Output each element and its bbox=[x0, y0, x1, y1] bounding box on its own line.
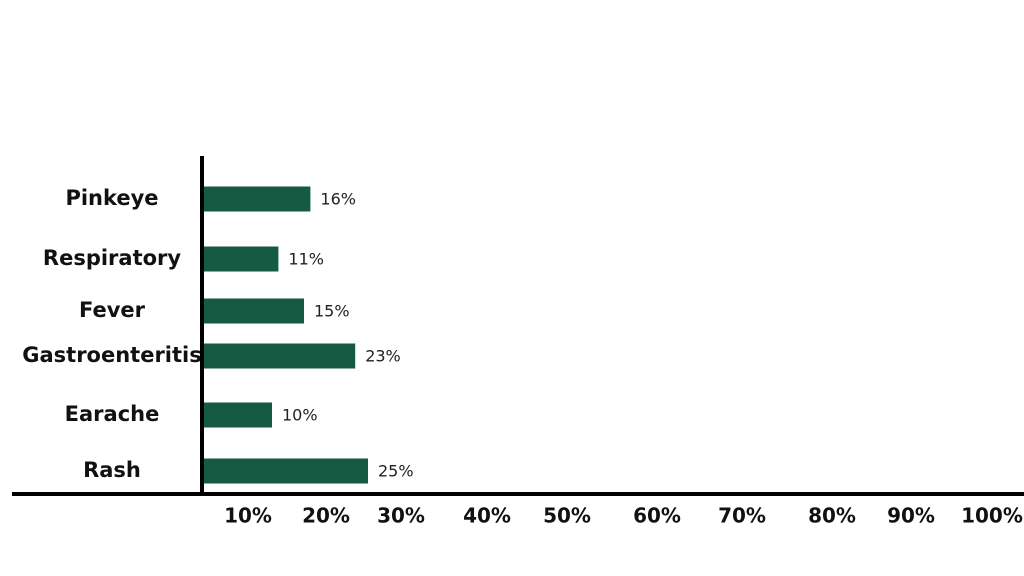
value-label-rash: 25% bbox=[378, 462, 414, 481]
x-tick-label-40: 40% bbox=[463, 504, 511, 528]
x-tick-labels-group: 10% 20% 30% 40% 50% 60% 70% 80% 90% 100% bbox=[224, 504, 1023, 528]
bar-pinkeye bbox=[202, 186, 311, 212]
x-tick-label-70: 70% bbox=[718, 504, 766, 528]
x-tick-label-50: 50% bbox=[543, 504, 591, 528]
bar-respiratory bbox=[202, 246, 279, 272]
value-label-respiratory: 11% bbox=[288, 250, 324, 269]
x-tick-label-10: 10% bbox=[224, 504, 272, 528]
x-tick-label-20: 20% bbox=[302, 504, 350, 528]
labels-group: Pinkeye 16% Respiratory 11% Fever 15% Gastroen… bbox=[22, 186, 413, 482]
value-label-pinkeye: 16% bbox=[320, 190, 356, 209]
category-label-fever: Fever bbox=[79, 298, 146, 322]
category-label-rash: Rash bbox=[83, 458, 141, 482]
x-tick-label-30: 30% bbox=[377, 504, 425, 528]
category-label-earache: Earache bbox=[65, 402, 160, 426]
bar-rash bbox=[202, 458, 368, 484]
category-label-pinkeye: Pinkeye bbox=[65, 186, 158, 210]
category-label-gastroenteritis: Gastroenteritis bbox=[22, 343, 202, 367]
x-tick-label-80: 80% bbox=[808, 504, 856, 528]
bars-group bbox=[202, 186, 368, 484]
bar-fever bbox=[202, 298, 304, 324]
x-tick-label-60: 60% bbox=[633, 504, 681, 528]
bar-earache bbox=[202, 402, 272, 428]
bar-gastroenteritis bbox=[202, 343, 356, 369]
category-label-respiratory: Respiratory bbox=[43, 246, 181, 270]
value-label-fever: 15% bbox=[314, 302, 350, 321]
x-tick-label-100: 100% bbox=[961, 504, 1023, 528]
x-tick-label-90: 90% bbox=[887, 504, 935, 528]
value-label-gastroenteritis: 23% bbox=[365, 347, 401, 366]
value-label-earache: 10% bbox=[282, 406, 318, 425]
